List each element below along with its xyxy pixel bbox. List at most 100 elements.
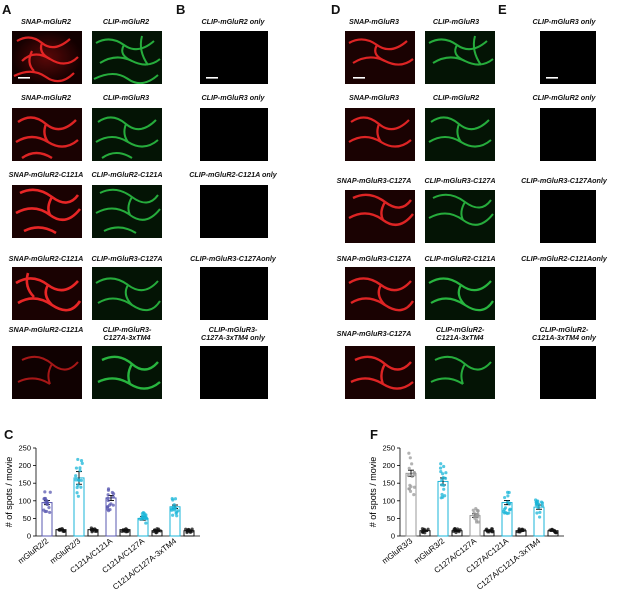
data-point [79,478,83,483]
data-point [455,527,460,531]
data-point [155,527,159,531]
micrograph-green-l5 [92,346,162,399]
micrograph-only-r5 [540,346,596,399]
label-only-l5: CLIP-mGluR3- C127A-3xTM4 only [201,325,265,342]
data-point [76,483,80,487]
label-only-r5: CLIP-mGluR2- C121A-3xTM4 only [532,325,596,342]
data-point [152,529,156,534]
label-green-r2: CLIP-mGluR2 [432,93,480,102]
data-point [74,474,78,478]
data-point [473,516,477,520]
data-point [538,515,542,519]
data-point [407,487,412,491]
chart-c-svg: 0 50 100 150 200 250 # of spots / moviemGluR2/… [4,444,200,589]
micrograph-green-r4 [425,267,495,320]
data-point [90,530,94,534]
data-point [487,530,491,534]
label-only-r4: CLIP-mGluR2-C121Aonly [521,254,607,263]
data-point [170,496,174,501]
data-point [108,507,112,512]
micrograph-only-r3 [540,190,596,243]
data-point [506,494,510,498]
data-point [412,485,417,489]
data-point [75,491,79,495]
data-point [74,478,78,482]
data-point [410,474,414,478]
micrograph-only-l1 [200,31,268,84]
label-only-l3: CLIP-mGluR2-C121A only [189,170,277,179]
data-point [551,528,555,532]
y-tick-label: 0 [391,532,395,541]
micrograph-only-l3 [200,185,268,238]
data-point [444,471,448,475]
data-point [452,529,456,533]
data-point [540,503,545,508]
micrograph-green-l2 [92,108,162,161]
panel-letter-d: D [331,2,341,17]
data-point [106,498,110,503]
label-only-l1: CLIP-mGluR2 only [201,17,265,26]
data-point [111,503,115,507]
micrograph-red-r4 [345,267,415,320]
x-tick-label: mGluR3/3 [380,536,414,566]
micrograph-red-r3 [345,190,415,243]
label-red-r4: SNAP-mGluR3-C127A [336,254,412,263]
data-point [421,530,425,534]
y-tick-label: 50 [23,514,31,523]
data-point [472,511,476,515]
data-point [154,531,158,535]
data-point [484,528,488,532]
label-red-l3: SNAP-mGluR2-C121A [8,170,84,179]
data-point [124,530,128,534]
data-point [409,485,413,489]
data-point [407,466,411,470]
label-green-r1: CLIP-mGluR3 [432,17,480,26]
data-point [76,478,81,482]
label-green-r3: CLIP-mGluR3-C127A [424,176,496,185]
label-red-r5: SNAP-mGluR3-C127A [336,329,412,338]
data-point [111,495,115,499]
micrograph-green-r3 [425,190,495,243]
data-point [517,530,521,534]
data-point [439,470,443,474]
data-point [536,505,540,510]
data-point [140,514,144,519]
data-point [471,508,475,512]
micrograph-red-l1 [12,31,82,84]
panel-letter-c: C [4,427,14,442]
micrograph-green-l4 [92,267,162,320]
y-tick-label: 150 [382,479,395,488]
data-point [502,509,506,514]
data-point [80,461,84,465]
label-green-r5: CLIP-mGluR2- C121A-3xTM4 [435,325,485,342]
y-tick-label: 200 [382,461,395,470]
micrograph-red-r5 [345,346,415,399]
data-point [190,529,194,533]
data-point [490,527,494,531]
data-point [74,466,79,470]
data-point [458,528,462,532]
label-only-r1: CLIP-mGluR3 only [532,17,596,26]
data-point [536,499,540,503]
micrograph-red-r1 [345,31,415,84]
y-tick-label: 150 [18,479,31,488]
data-point [106,496,110,500]
data-point [505,511,509,516]
label-red-l1: SNAP-mGluR2 [21,17,71,26]
data-point [175,514,179,518]
micrograph-only-r1 [540,31,596,84]
data-point [89,526,93,530]
data-point [420,527,425,531]
data-point [440,492,444,497]
panel-letter-a: A [2,2,12,17]
data-point [438,466,443,470]
label-red-l5: SNAP-mGluR2-C121A [8,325,84,334]
label-green-l5: CLIP-mGluR3- C127A-3xTM4 [102,325,152,342]
data-point [158,529,163,533]
micrograph-red-r2 [345,108,415,161]
data-point [508,502,512,506]
data-point [76,457,80,462]
data-point [106,488,111,492]
data-point [62,529,66,533]
data-point [490,529,494,533]
